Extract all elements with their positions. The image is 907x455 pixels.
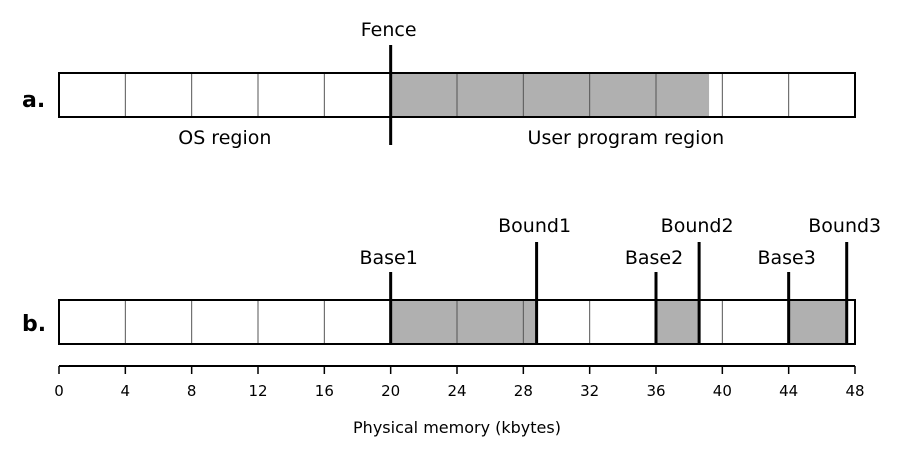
axis-tick-label: 4 [121,382,131,400]
axis-tick-label: 32 [580,382,599,400]
axis-tick-label: 40 [713,382,732,400]
base-marker-label: Base2 [625,247,683,269]
axis-tick-label: 48 [845,382,864,400]
bound-marker-label: Bound1 [498,215,571,237]
memory-bar-b [58,299,856,345]
axis-tick-label: 44 [779,382,798,400]
shaded-region [788,300,847,344]
axis-tick-label: 36 [646,382,665,400]
os-region-label: OS region [178,127,271,149]
shaded-region [390,73,710,117]
axis-tick-label: 20 [381,382,400,400]
panel-a-fence-register: a. Fence OS region User program region [22,19,856,149]
allocated-region-shading [390,300,847,344]
base-marker-label: Base3 [757,247,815,269]
bound-marker-label: Bound2 [661,215,734,237]
shaded-region [656,300,700,344]
row-label-b: b. [22,312,46,337]
memory-bar-a [58,72,856,118]
axis-tick-label: 8 [187,382,197,400]
physical-memory-axis: 0 4 8 12 16 20 24 28 32 36 40 44 48 Physical memory … [54,365,865,437]
axis-ticks: 0 4 8 12 16 20 24 28 32 36 40 44 48 [54,366,865,400]
axis-tick-label: 28 [514,382,533,400]
shaded-region [390,300,537,344]
axis-tick-label: 12 [248,382,267,400]
axis-tick-label: 0 [54,382,64,400]
panel-b-base-bound-registers: Base1 Bound1 Base2 Bound2 Base3 Bound3 b. [22,215,881,345]
axis-tick-label: 16 [315,382,334,400]
row-label-a: a. [22,88,45,113]
axis-title: Physical memory (kbytes) [353,418,561,437]
user-region-shading [390,73,710,117]
user-program-region-label: User program region [528,127,725,149]
base-marker-label: Base1 [359,247,417,269]
bound-marker-label: Bound3 [808,215,881,237]
axis-tick-label: 24 [447,382,466,400]
fence-label: Fence [361,19,417,41]
base-bound-markers: Base1 Bound1 Base2 Bound2 Base3 Bound3 [359,215,881,344]
